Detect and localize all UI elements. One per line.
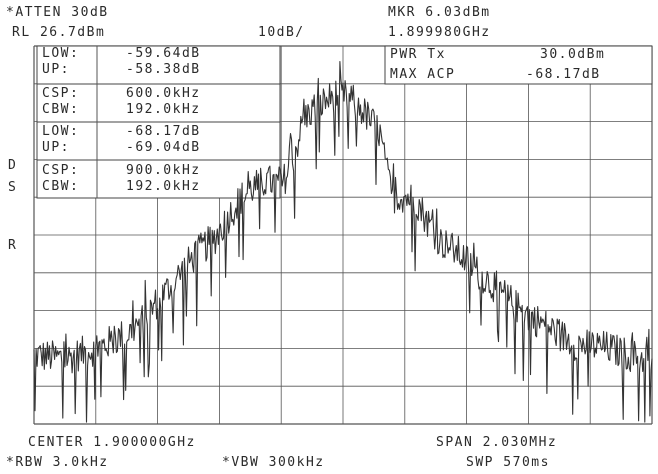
acp-label: LOW:	[42, 47, 79, 61]
acp-label: CBW:	[42, 180, 79, 194]
acp-value: -69.04dB	[126, 141, 201, 155]
ref-level-readout: RL 26.7dBm	[12, 26, 105, 40]
max-acp-label: MAX ACP	[390, 68, 455, 82]
side-label: D	[8, 158, 16, 173]
acp-value: 900.0kHz	[126, 164, 201, 178]
acp-label: CSP:	[42, 164, 79, 178]
max-acp-value: -68.17dB	[526, 68, 601, 82]
marker-freq-readout: 1.899980GHz	[388, 26, 491, 40]
pwr-label: PWR Tx	[390, 48, 446, 62]
acp-value: -59.64dB	[126, 47, 201, 61]
pwr-value: 30.0dBm	[540, 48, 605, 62]
span-readout: SPAN 2.030MHz	[436, 436, 557, 450]
marker-level-readout: MKR 6.03dBm	[388, 6, 491, 20]
rbw-readout: *RBW 3.0kHz	[6, 456, 109, 470]
acp-label: UP:	[42, 141, 70, 155]
acp-label: CBW:	[42, 103, 79, 117]
acp-label: LOW:	[42, 125, 79, 139]
atten-readout: *ATTEN 30dB	[6, 6, 109, 20]
sweep-readout: SWP 570ms	[466, 456, 550, 470]
acp-label: UP:	[42, 63, 70, 77]
acp-value: -68.17dB	[126, 125, 201, 139]
acp-value: 192.0kHz	[126, 180, 201, 194]
scale-readout: 10dB/	[258, 26, 305, 40]
side-label: S	[8, 180, 16, 195]
side-label: R	[8, 238, 16, 253]
acp-value: 192.0kHz	[126, 103, 201, 117]
acp-value: -58.38dB	[126, 63, 201, 77]
center-freq-readout: CENTER 1.900000GHz	[28, 436, 196, 450]
acp-label: CSP:	[42, 87, 79, 101]
vbw-readout: *VBW 300kHz	[222, 456, 325, 470]
acp-value: 600.0kHz	[126, 87, 201, 101]
